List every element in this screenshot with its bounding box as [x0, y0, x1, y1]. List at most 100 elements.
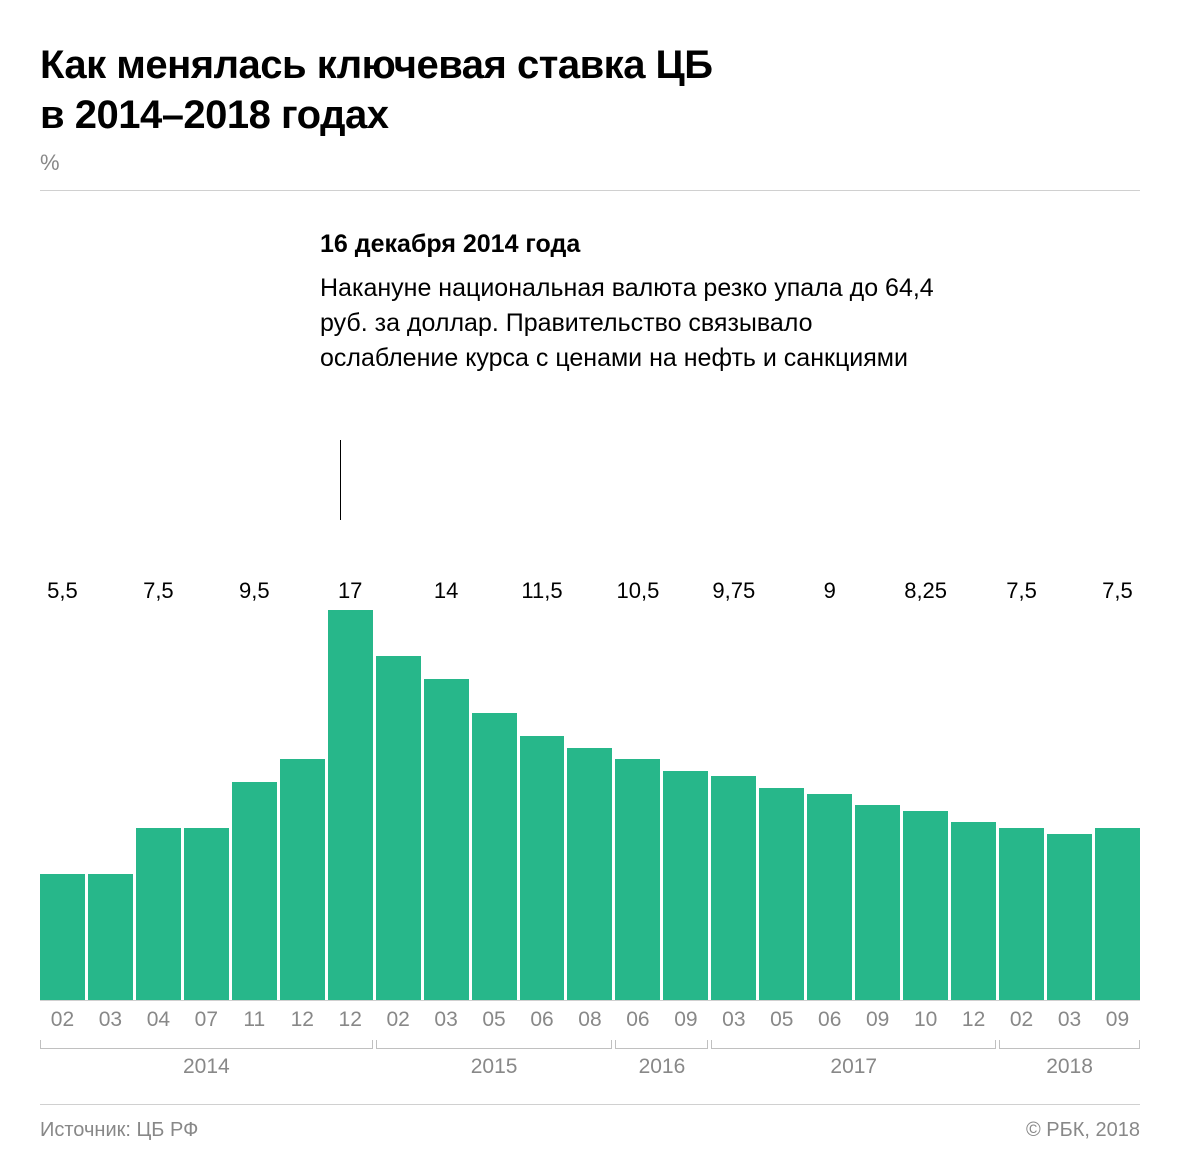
- bar-value-label: 7,5: [1102, 578, 1133, 604]
- bar: [759, 788, 804, 1000]
- bar-value-label: 8,25: [904, 578, 947, 604]
- x-month-tick: 07: [184, 1000, 229, 1032]
- x-month-tick: 04: [136, 1000, 181, 1032]
- x-month-tick: 02: [40, 1000, 85, 1032]
- bar: [903, 811, 948, 1000]
- bar: [567, 748, 612, 1000]
- bar: [615, 759, 660, 1000]
- x-month-tick: 03: [711, 1000, 756, 1032]
- bar: [376, 656, 421, 1000]
- title-line-2: в 2014–2018 годах: [40, 93, 388, 137]
- bar-column: 17: [328, 610, 373, 1000]
- bar-value-label: 5,5: [47, 578, 78, 604]
- year-group: 2016: [615, 1040, 708, 1079]
- x-month-tick: 03: [1047, 1000, 1092, 1032]
- bar-value-label: 10,5: [616, 578, 659, 604]
- bar: [184, 828, 229, 1000]
- year-label: 2018: [999, 1055, 1140, 1079]
- x-month-tick: 12: [328, 1000, 373, 1032]
- year-label: 2017: [711, 1055, 996, 1079]
- bar: [328, 610, 373, 1000]
- bar-column: 5,5: [40, 610, 85, 1000]
- bar: [1047, 834, 1092, 1000]
- x-month-tick: 09: [1095, 1000, 1140, 1032]
- x-month-tick: 09: [663, 1000, 708, 1032]
- bar: [520, 736, 565, 1000]
- bar: [999, 828, 1044, 1000]
- x-month-tick: 12: [951, 1000, 996, 1032]
- annotation-text: Накануне национальная валюта резко упала…: [320, 271, 940, 376]
- bar: [807, 794, 852, 1000]
- bar-column: [184, 610, 229, 1000]
- bar-column: 9,75: [711, 610, 756, 1000]
- bar-value-label: 14: [434, 578, 458, 604]
- bar: [663, 771, 708, 1000]
- bar-column: [567, 610, 612, 1000]
- x-month-tick: 03: [88, 1000, 133, 1032]
- bar: [232, 782, 277, 1000]
- callout-annotation: 16 декабря 2014 года Накануне национальн…: [320, 230, 940, 376]
- bar-value-label: 9: [824, 578, 836, 604]
- bar: [136, 828, 181, 1000]
- x-month-tick: 06: [520, 1000, 565, 1032]
- bar: [711, 776, 756, 1000]
- bar-value-label: 17: [338, 578, 362, 604]
- bar-chart: 5,57,59,5171411,510,59,7598,257,57,5: [40, 610, 1140, 1001]
- bar-column: [663, 610, 708, 1000]
- bar: [855, 805, 900, 1000]
- header-divider: [40, 190, 1140, 191]
- annotation-date: 16 декабря 2014 года: [320, 230, 940, 259]
- bar-column: [855, 610, 900, 1000]
- year-group: 2018: [999, 1040, 1140, 1079]
- bar-value-label: 7,5: [1006, 578, 1037, 604]
- bar-column: [88, 610, 133, 1000]
- bar-value-label: 9,5: [239, 578, 270, 604]
- bar-column: [472, 610, 517, 1000]
- bar-column: 10,5: [615, 610, 660, 1000]
- year-label: 2016: [615, 1055, 708, 1079]
- year-bracket: [40, 1040, 373, 1049]
- bar: [280, 759, 325, 1000]
- bar-column: [1047, 610, 1092, 1000]
- chart-footer: Источник: ЦБ РФ © РБК, 2018: [40, 1104, 1140, 1142]
- x-month-tick: 10: [903, 1000, 948, 1032]
- x-month-tick: 09: [855, 1000, 900, 1032]
- bar: [88, 874, 133, 1000]
- bar-column: [759, 610, 804, 1000]
- unit-label: %: [40, 150, 1140, 176]
- bar: [424, 679, 469, 1000]
- bar-column: 9,5: [232, 610, 277, 1000]
- year-group: 2015: [376, 1040, 613, 1079]
- bar: [472, 713, 517, 1000]
- x-month-tick: 06: [807, 1000, 852, 1032]
- title-line-1: Как менялась ключевая ставка ЦБ: [40, 43, 713, 87]
- bar: [951, 822, 996, 1000]
- annotation-leader-line: [340, 440, 341, 520]
- x-month-tick: 02: [376, 1000, 421, 1032]
- year-bracket: [376, 1040, 613, 1049]
- x-month-tick: 08: [567, 1000, 612, 1032]
- x-month-tick: 03: [424, 1000, 469, 1032]
- year-bracket: [999, 1040, 1140, 1049]
- bar: [40, 874, 85, 1000]
- bar-column: [376, 610, 421, 1000]
- x-month-tick: 11: [232, 1000, 277, 1032]
- bar-column: 14: [424, 610, 469, 1000]
- x-month-tick: 02: [999, 1000, 1044, 1032]
- year-label: 2015: [376, 1055, 613, 1079]
- source-label: Источник: ЦБ РФ: [40, 1119, 198, 1142]
- year-label: 2014: [40, 1055, 373, 1079]
- bar-column: 9: [807, 610, 852, 1000]
- bar-column: 7,5: [136, 610, 181, 1000]
- year-group: 2014: [40, 1040, 373, 1079]
- bars-container: 5,57,59,5171411,510,59,7598,257,57,5: [40, 610, 1140, 1000]
- bar-column: 11,5: [520, 610, 565, 1000]
- bar: [1095, 828, 1140, 1000]
- bar-value-label: 7,5: [143, 578, 174, 604]
- x-month-tick: 05: [759, 1000, 804, 1032]
- x-month-tick: 05: [472, 1000, 517, 1032]
- bar-column: 7,5: [1095, 610, 1140, 1000]
- bar-column: 8,25: [903, 610, 948, 1000]
- year-bracket: [711, 1040, 996, 1049]
- x-axis-years: 20142015201620172018: [40, 1040, 1140, 1080]
